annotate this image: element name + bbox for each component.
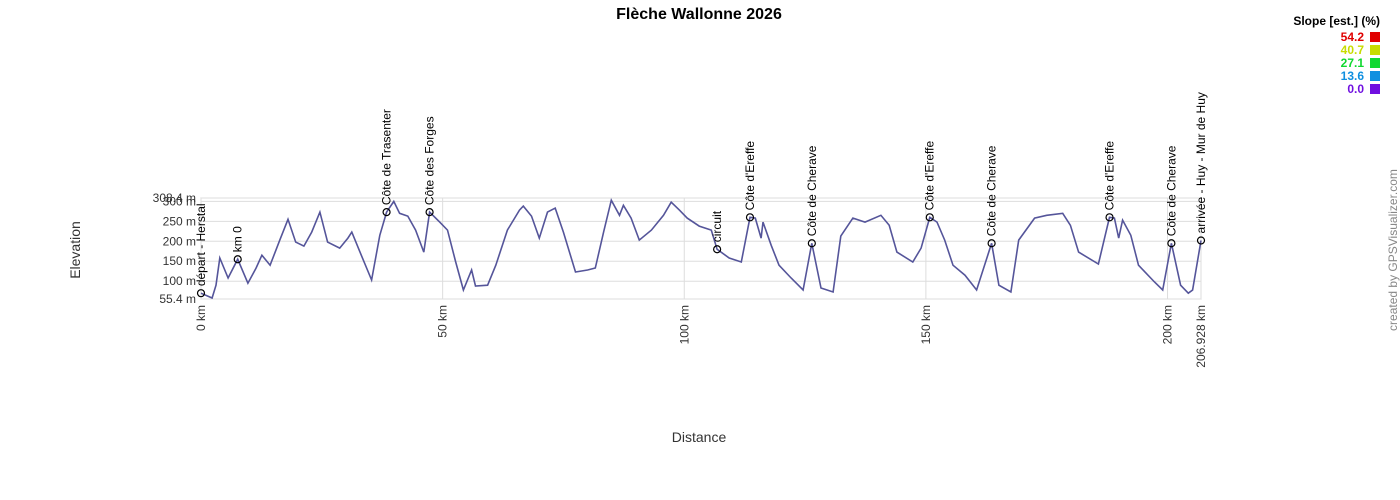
waypoint-label: km 0 <box>231 226 245 252</box>
y-tick-label: 308.4 m <box>153 191 196 205</box>
waypoint-marker <box>1105 213 1114 222</box>
legend-value: 27.1 <box>1341 56 1365 70</box>
legend-swatch <box>1370 45 1380 55</box>
legend-swatch <box>1370 58 1380 68</box>
chart-title: Flèche Wallonne 2026 <box>616 6 782 23</box>
legend-value: 40.7 <box>1341 43 1365 57</box>
waypoint-marker <box>196 289 206 298</box>
waypoint-label: arrivée - Huy - Mur de Huy <box>1194 92 1208 233</box>
x-tick-label: 50 km <box>436 305 450 338</box>
waypoint-marker <box>713 245 722 254</box>
waypoint-marker <box>425 208 434 217</box>
waypoint-marker <box>1196 236 1206 245</box>
waypoint-marker <box>1167 239 1176 248</box>
y-tick-label: 150 m <box>163 254 196 268</box>
credit: created by GPSVisualizer.com <box>1386 169 1400 331</box>
waypoint-marker <box>807 239 816 248</box>
y-tick-label: 250 m <box>163 214 196 228</box>
legend-value: 13.6 <box>1341 69 1365 83</box>
waypoint-label: départ - Herstal <box>194 203 208 286</box>
waypoint-label: Côte d'Ereffe <box>743 141 757 211</box>
y-tick-label: 100 m <box>163 274 196 288</box>
legend-swatch <box>1370 32 1380 42</box>
waypoint-marker <box>382 208 391 217</box>
y-tick-label: 300 m <box>163 194 196 208</box>
waypoint-marker <box>233 255 242 264</box>
waypoint-label: Côte d'Ereffe <box>923 141 937 211</box>
y-tick-label: 200 m <box>163 234 196 248</box>
waypoint-marker <box>745 213 755 222</box>
x-axis-label: Distance <box>672 429 727 445</box>
waypoint-marker <box>987 239 996 248</box>
x-tick-label: 200 km <box>1161 305 1175 344</box>
waypoint-label: Côte des Forges <box>423 116 437 205</box>
x-tick-label: 206.928 km <box>1194 305 1208 368</box>
waypoint-label: Côte de Trasenter <box>380 109 394 205</box>
x-tick-label: 150 km <box>919 305 933 344</box>
waypoint-label: Côte d'Ereffe <box>1103 141 1117 211</box>
waypoint-marker <box>925 213 934 222</box>
x-tick-label: 100 km <box>677 305 691 344</box>
elevation-line <box>200 197 1202 300</box>
legend-swatch <box>1370 84 1380 94</box>
y-axis-label: Elevation <box>67 221 83 279</box>
legend-title: Slope [est.] (%) <box>1293 14 1380 28</box>
x-tick-label: 0 km <box>194 305 208 331</box>
legend-swatch <box>1370 71 1380 81</box>
waypoint-label: circuit <box>710 210 724 242</box>
y-tick-label: 55.4 m <box>159 292 196 306</box>
legend-value: 0.0 <box>1347 82 1364 96</box>
legend-value: 54.2 <box>1341 30 1365 44</box>
waypoint-label: Côte de Cherave <box>805 145 819 236</box>
waypoint-label: Côte de Cherave <box>985 145 999 236</box>
waypoint-label: Côte de Cherave <box>1164 145 1178 236</box>
